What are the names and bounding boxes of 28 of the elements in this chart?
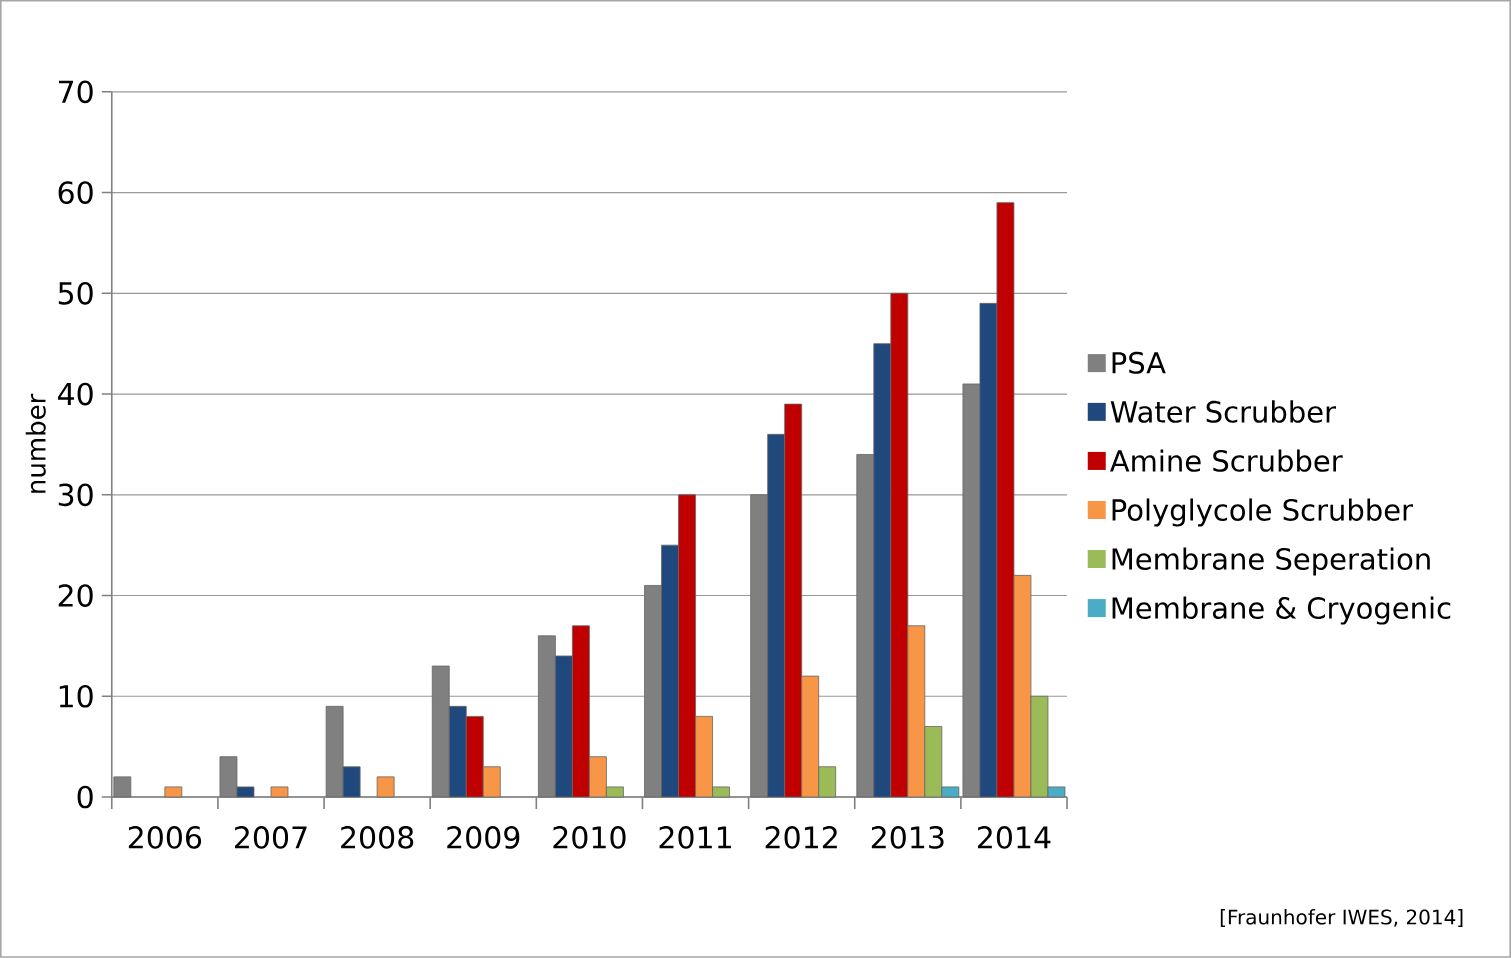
legend-label: Polyglycole Scrubber	[1112, 498, 1413, 527]
x-tick-label: 2013	[871, 826, 944, 849]
text: [Fraunhofer IWES, 2014]	[1220, 909, 1463, 928]
y-tick-label: 10	[59, 684, 93, 708]
y-tick-label: 60	[58, 181, 93, 204]
y-tick-label: 30	[58, 483, 93, 507]
bar	[270, 786, 289, 798]
x-tick-label: 2012	[765, 826, 837, 849]
legend-label: Membrane & Cryogenic	[1112, 596, 1451, 625]
x-tick-label: 2009	[447, 826, 520, 849]
y-tick-label: 50	[58, 282, 93, 305]
legend-label: Membrane Seperation	[1112, 547, 1430, 576]
y-axis-title: number	[25, 393, 46, 493]
x-tick-label: 2011	[659, 826, 731, 849]
y-tick-label: 40	[58, 382, 93, 406]
legend-label: Amine Scrubber	[1109, 449, 1343, 472]
y-tick-label: 0	[77, 785, 93, 809]
bar	[164, 786, 183, 798]
x-tick-label: 2014	[977, 826, 1051, 849]
x-tick-label: 2006	[128, 826, 202, 849]
legend-label: Water Scrubber	[1110, 400, 1336, 423]
legend-label: PSA	[1112, 351, 1166, 374]
y-tick-label: 70	[58, 80, 93, 104]
x-tick-label: 2007	[235, 826, 307, 849]
x-tick-label: 2008	[341, 826, 414, 849]
bar	[376, 776, 395, 798]
x-tick-label: 2010	[553, 826, 626, 849]
y-tick-label: 20	[58, 584, 93, 607]
